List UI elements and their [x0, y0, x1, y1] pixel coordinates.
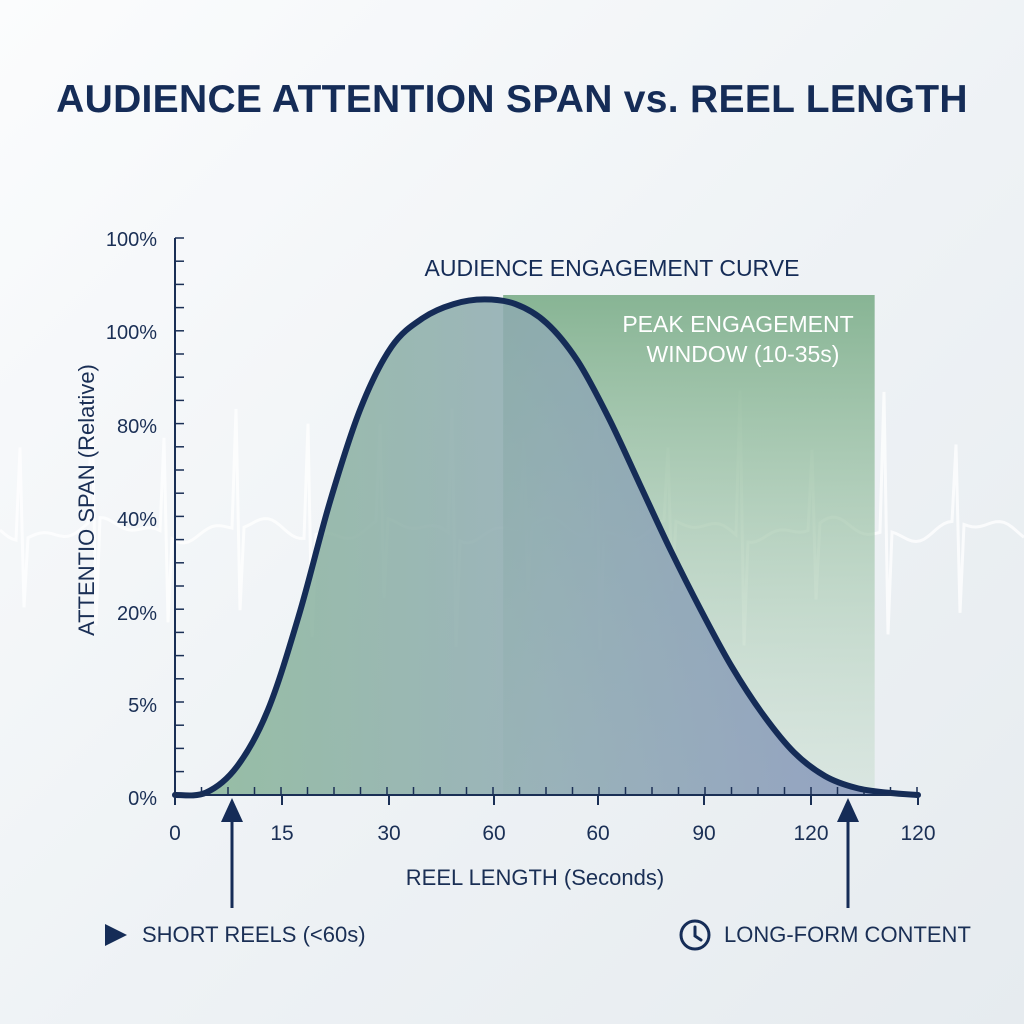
peak-window-label-line1: PEAK ENGAGEMENT [622, 311, 853, 337]
x-axis-label: REEL LENGTH (Seconds) [406, 865, 664, 890]
annotation-short-reels-label: SHORT REELS (<60s) [142, 922, 366, 947]
y-tick-label: 0% [128, 788, 157, 810]
x-tick-label: 120 [793, 822, 828, 845]
short-reels-arrow-head [221, 798, 243, 822]
x-tick-label: 0 [169, 822, 181, 845]
y-axis-label: ATTENTIO SPAN (Relative) [74, 364, 99, 636]
x-tick-label: 60 [482, 822, 505, 845]
x-tick-label: 60 [586, 822, 609, 845]
y-tick-label: 100% [106, 322, 157, 344]
x-tick-label: 15 [270, 822, 293, 845]
x-tick-label: 30 [377, 822, 400, 845]
engagement-curve-line [172, 296, 921, 799]
play-icon [105, 924, 127, 946]
curve-label: AUDIENCE ENGAGEMENT CURVE [425, 255, 800, 281]
x-tick-label: 120 [900, 822, 935, 845]
chart-title: AUDIENCE ATTENTION SPAN vs. REEL LENGTH [56, 78, 968, 121]
peak-window-label-line2: WINDOW (10-35s) [647, 341, 840, 367]
y-tick-label: 40% [117, 509, 157, 531]
y-tick-label: 100% [106, 229, 157, 251]
annotation-short-reels: SHORT REELS (<60s) [100, 920, 366, 950]
annotation-long-form: LONG-FORM CONTENT [678, 918, 971, 952]
annotation-long-form-label: LONG-FORM CONTENT [724, 922, 971, 947]
clock-icon [679, 919, 711, 951]
y-tick-label: 80% [117, 416, 157, 438]
y-tick-label: 20% [117, 603, 157, 625]
x-tick-label: 90 [692, 822, 715, 845]
y-tick-label: 5% [128, 695, 157, 717]
long-form-arrow-head [837, 798, 859, 822]
